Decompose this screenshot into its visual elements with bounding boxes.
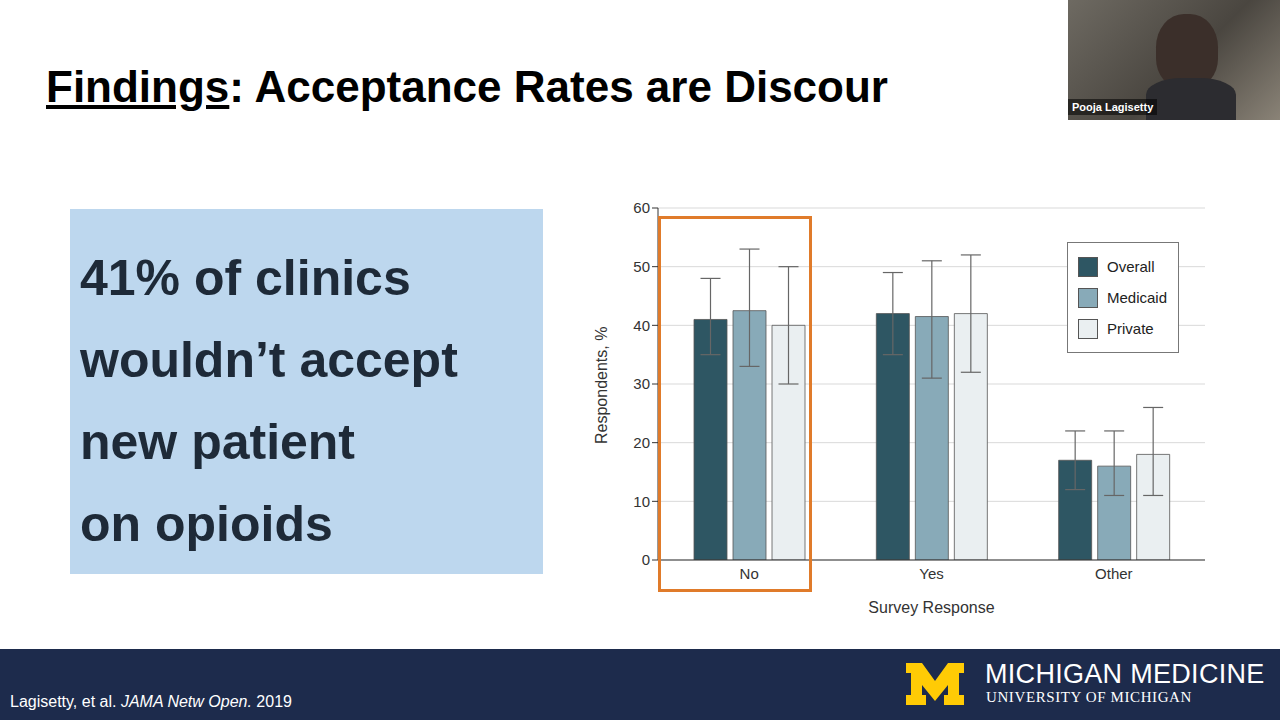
html-text:Overall: Overall (1107, 258, 1155, 275)
svg-text:Yes: Yes (919, 565, 943, 582)
html-text:41% of clinics: 41% of clinics (80, 250, 411, 306)
svg-text:Respondents, %: Respondents, % (593, 327, 610, 444)
svg-text:10: 10 (633, 493, 650, 510)
html-text:MICHIGAN MEDICINE: MICHIGAN MEDICINE (985, 659, 1265, 689)
svg-text:20: 20 (633, 434, 650, 451)
svg-text:40: 40 (633, 317, 650, 334)
html-text:Findings: Acceptance Rates are: Findings: Acceptance Rates are Discour (46, 62, 888, 111)
html-text:Medicaid: Medicaid (1107, 289, 1167, 306)
svg-text:0: 0 (642, 551, 650, 568)
html-text:Lagisetty, et al. JAMA Netw Op: Lagisetty, et al. JAMA Netw Open. 2019 (10, 693, 292, 710)
svg-text:60: 60 (633, 199, 650, 216)
html-text:wouldn’t accept: wouldn’t accept (80, 332, 458, 388)
svg-text:Other: Other (1095, 565, 1133, 582)
svg-text:30: 30 (633, 375, 650, 392)
svg-text:50: 50 (633, 258, 650, 275)
svg-text:Survey Response: Survey Response (868, 599, 994, 616)
html-text:new patient: new patient (80, 414, 355, 470)
html-text:Private: Private (1107, 320, 1154, 337)
html-text:UNIVERSITY OF MICHIGAN: UNIVERSITY OF MICHIGAN (986, 689, 1192, 705)
html-text:on opioids: on opioids (80, 496, 333, 552)
svg-text:No: No (740, 565, 759, 582)
html-text:Pooja Lagisetty: Pooja Lagisetty (1072, 101, 1154, 113)
